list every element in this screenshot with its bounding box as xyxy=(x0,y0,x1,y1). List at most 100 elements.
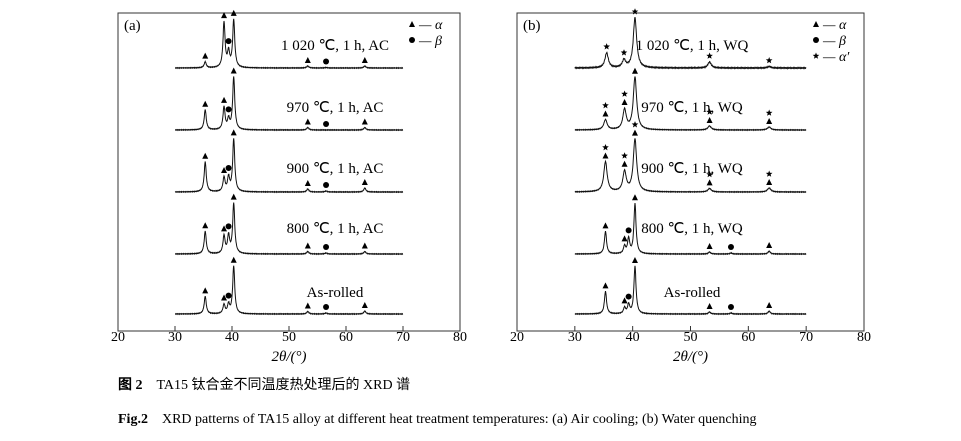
alpha-triangle-marker xyxy=(361,56,368,63)
x-tick-label: 80 xyxy=(857,330,871,345)
alpha-triangle-marker xyxy=(766,241,773,248)
xrd-trace xyxy=(175,76,404,132)
panel-label: (b) xyxy=(523,18,541,34)
alpha-triangle-marker xyxy=(230,9,237,16)
alpha-triangle-marker xyxy=(221,225,228,232)
alpha-prime-star-marker xyxy=(706,108,713,115)
legend-entry: — β xyxy=(822,34,846,49)
alpha-triangle-marker xyxy=(202,52,209,59)
trace-label: As-rolled xyxy=(664,285,721,301)
alpha-triangle-marker xyxy=(621,297,628,304)
beta-dot-marker xyxy=(625,227,632,234)
x-tick-label: 70 xyxy=(799,330,813,345)
alpha-triangle-marker xyxy=(361,118,368,125)
trace-label: 1 020 ℃, 1 h, WQ xyxy=(636,38,749,54)
alpha-triangle-marker xyxy=(230,67,237,74)
x-tick-label: 80 xyxy=(453,330,467,345)
trace-label: 900 ℃, 1 h, WQ xyxy=(641,161,743,177)
x-tick-label: 20 xyxy=(510,330,524,345)
alpha-triangle-marker xyxy=(361,178,368,185)
caption-en: Fig.2 XRD patterns of TA15 alloy at diffe… xyxy=(118,412,756,427)
alpha-triangle-marker xyxy=(621,160,628,167)
alpha-triangle-marker xyxy=(621,235,628,242)
xrd-trace xyxy=(574,76,807,132)
beta-dot-marker xyxy=(323,58,330,65)
alpha-prime-star-marker xyxy=(765,109,773,116)
beta-dot-marker xyxy=(225,223,232,230)
alpha-prime-star-marker xyxy=(603,43,610,50)
xrd-trace xyxy=(574,138,807,194)
x-tick-label: 50 xyxy=(282,330,296,345)
trace-label: As-rolled xyxy=(307,285,364,301)
xrd-trace xyxy=(174,138,404,194)
x-tick-label: 30 xyxy=(168,330,182,345)
legend-entry: — α xyxy=(418,18,443,33)
alpha-prime-star-marker xyxy=(706,52,713,59)
alpha-prime-star-marker xyxy=(765,57,773,64)
alpha-triangle-marker xyxy=(409,21,415,27)
alpha-triangle-marker xyxy=(202,100,209,107)
alpha-triangle-marker xyxy=(304,179,311,186)
alpha-triangle-marker xyxy=(631,67,638,74)
alpha-prime-star-marker xyxy=(620,49,628,56)
alpha-prime-star-marker xyxy=(765,170,773,177)
alpha-triangle-marker xyxy=(706,242,713,249)
alpha-triangle-marker xyxy=(813,21,819,27)
alpha-prime-star-marker xyxy=(602,144,609,151)
x-tick-label: 40 xyxy=(626,330,640,345)
beta-dot-marker xyxy=(225,164,232,171)
alpha-triangle-marker xyxy=(202,152,209,159)
alpha-triangle-marker xyxy=(202,287,209,294)
alpha-triangle-marker xyxy=(706,116,713,123)
alpha-triangle-marker xyxy=(230,193,237,200)
alpha-prime-star-marker xyxy=(812,52,820,59)
alpha-triangle-marker xyxy=(361,242,368,249)
beta-dot-marker xyxy=(409,37,415,43)
alpha-prime-star-marker xyxy=(631,8,639,15)
alpha-triangle-marker xyxy=(221,167,228,174)
panel-label: (a) xyxy=(124,18,141,34)
alpha-triangle-marker xyxy=(602,222,609,229)
beta-dot-marker xyxy=(225,106,232,113)
alpha-triangle-marker xyxy=(766,117,773,124)
alpha-triangle-marker xyxy=(766,301,773,308)
alpha-triangle-marker xyxy=(602,282,609,289)
x-tick-label: 60 xyxy=(339,330,353,345)
alpha-triangle-marker xyxy=(706,302,713,309)
trace-label: 800 ℃, 1 h, AC xyxy=(287,221,384,237)
x-axis-label: 2θ/(°) xyxy=(271,349,306,365)
alpha-triangle-marker xyxy=(304,56,311,63)
xrd-trace xyxy=(574,265,807,316)
xrd-trace xyxy=(175,202,404,256)
beta-dot-marker xyxy=(323,303,330,310)
alpha-triangle-marker xyxy=(304,302,311,309)
x-tick-label: 20 xyxy=(111,330,125,345)
beta-dot-marker xyxy=(625,293,632,300)
alpha-triangle-marker xyxy=(221,12,228,19)
alpha-triangle-marker xyxy=(304,118,311,125)
alpha-triangle-marker xyxy=(766,178,773,185)
xrd-trace xyxy=(175,18,404,70)
x-tick-label: 60 xyxy=(741,330,755,345)
alpha-triangle-marker xyxy=(221,294,228,301)
alpha-triangle-marker xyxy=(631,257,638,264)
xrd-trace xyxy=(574,202,807,256)
alpha-triangle-marker xyxy=(602,110,609,117)
alpha-triangle-marker xyxy=(361,301,368,308)
legend-entry: — α′ xyxy=(822,50,850,65)
alpha-triangle-marker xyxy=(621,98,628,105)
panel-a: (a) 20 30 40 50 60 70 80 2θ/(°) — α— β 1 020 ℃, 1 … xyxy=(111,9,467,365)
alpha-triangle-marker xyxy=(202,222,209,229)
xrd-trace xyxy=(175,265,404,316)
beta-dot-marker xyxy=(813,37,819,43)
alpha-prime-star-marker xyxy=(631,121,639,128)
beta-dot-marker xyxy=(727,243,734,250)
trace-label: 1 020 ℃, 1 h, AC xyxy=(281,38,389,54)
x-axis-label: 2θ/(°) xyxy=(673,349,708,365)
beta-dot-marker xyxy=(323,243,330,250)
trace-label: 970 ℃, 1 h, AC xyxy=(287,100,384,116)
legend-entry: — β xyxy=(418,34,442,49)
alpha-triangle-marker xyxy=(230,129,237,136)
alpha-triangle-marker xyxy=(602,152,609,159)
alpha-prime-star-marker xyxy=(621,152,628,159)
